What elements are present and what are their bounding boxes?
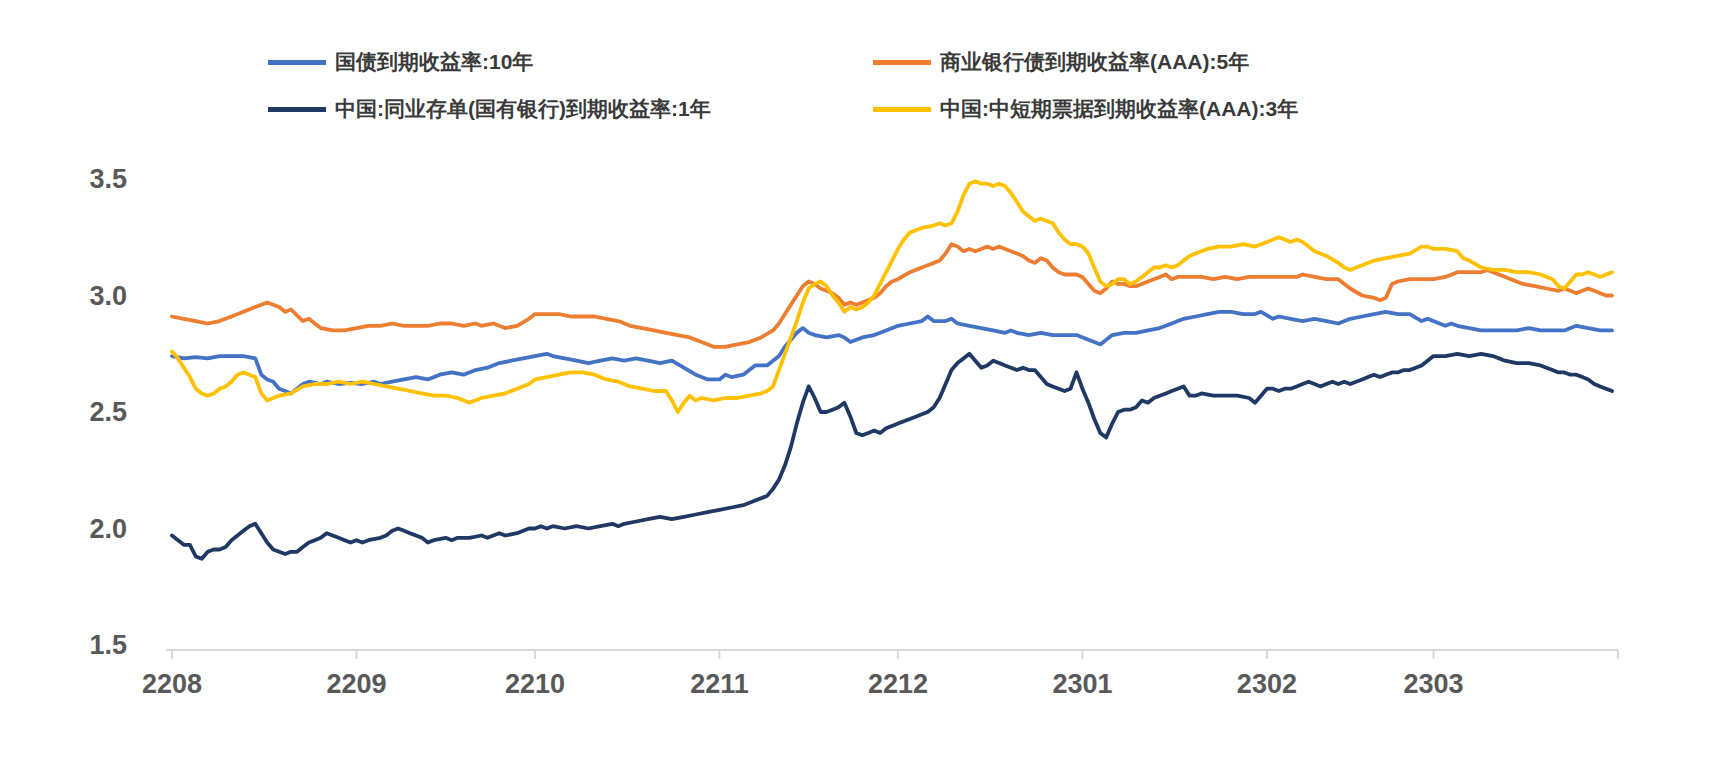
yield-curve-line-chart: 2208 2209 2210 2211 2212 2301 2302 2303 3.5 3.0 2.… [0, 0, 1729, 757]
y-axis-label: 3.0 [89, 281, 127, 311]
x-axis-label: 2211 [690, 669, 749, 699]
legend-label: 国债到期收益率:10年 [335, 48, 533, 76]
legend-label: 中国:同业存单(国有银行)到期收益率:1年 [335, 95, 711, 123]
legend-label: 商业银行债到期收益率(AAA):5年 [940, 48, 1249, 76]
legend-item-0: 国债到期收益率:10年 [268, 48, 533, 76]
legend-swatch-icon [268, 107, 326, 112]
x-axis-label: 2301 [1052, 669, 1112, 699]
legend-label: 中国:中短期票据到期收益率(AAA):3年 [940, 95, 1298, 123]
x-axis-label: 2212 [868, 669, 928, 699]
legend-swatch-icon [268, 60, 326, 65]
series-line-3 [172, 181, 1612, 412]
legend-swatch-icon [873, 107, 931, 112]
y-axis-label: 2.0 [89, 514, 127, 544]
x-axis-label: 2303 [1403, 669, 1463, 699]
x-axis-label: 2302 [1237, 669, 1297, 699]
y-axis-label: 3.5 [89, 164, 127, 194]
x-axis-label: 2210 [505, 669, 565, 699]
legend-swatch-icon [873, 60, 931, 65]
legend-item-1: 商业银行债到期收益率(AAA):5年 [873, 48, 1249, 76]
x-axis-label: 2208 [142, 669, 202, 699]
legend-item-2: 中国:同业存单(国有银行)到期收益率:1年 [268, 95, 711, 123]
series-line-2 [172, 354, 1612, 559]
line-chart-svg: 2208 2209 2210 2211 2212 2301 2302 2303 3.5 3.0 2.… [0, 0, 1729, 757]
y-axis-label: 1.5 [89, 630, 127, 660]
y-axis-label: 2.5 [89, 397, 127, 427]
x-axis-label: 2209 [326, 669, 386, 699]
legend-item-3: 中国:中短期票据到期收益率(AAA):3年 [873, 95, 1298, 123]
